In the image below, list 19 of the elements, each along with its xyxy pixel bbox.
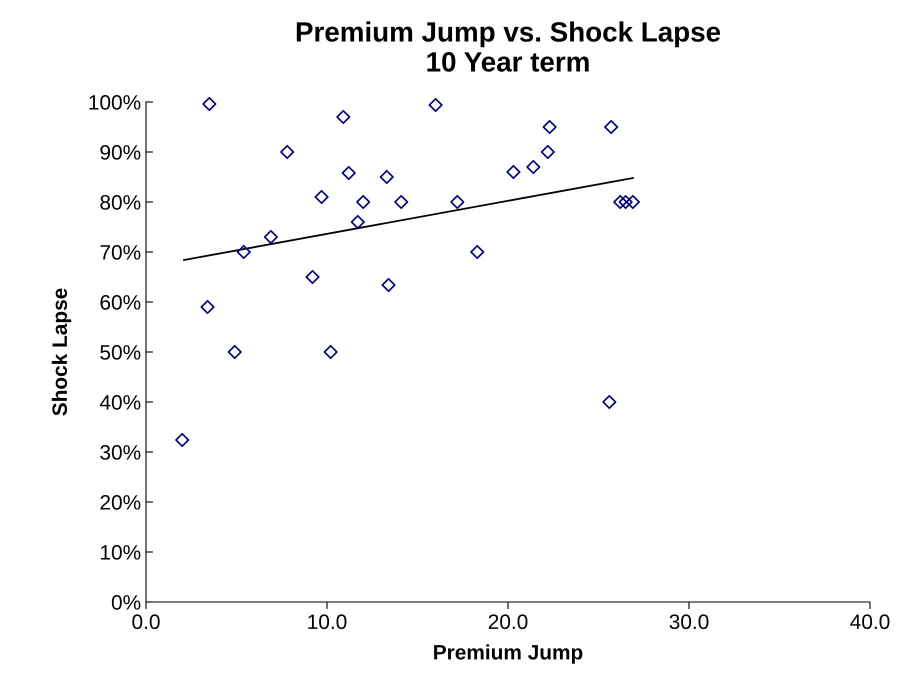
x-tick-label: 0.0 (132, 614, 160, 630)
y-tick-label: 40% (100, 395, 140, 410)
chart-title: Premium Jump vs. Shock Lapse 10 Year term (296, 21, 720, 72)
y-tick-label: 0% (112, 595, 140, 610)
y-tick-label: 60% (100, 295, 140, 310)
x-tick-label: 10.0 (308, 614, 346, 630)
y-tick-label: 10% (101, 545, 140, 560)
y-tick-label: 100% (89, 95, 140, 110)
x-axis-title: Premium Jump (434, 644, 582, 664)
y-tick-label: 20% (100, 495, 140, 510)
y-tick-label: 90% (100, 145, 140, 160)
y-tick-label: 30% (100, 445, 140, 460)
x-tick-label: 30.0 (670, 614, 708, 630)
y-tick-label: 80% (100, 195, 140, 210)
x-tick-label: 40.0 (850, 614, 890, 630)
x-tick-label: 20.0 (488, 614, 528, 630)
y-tick-label: 50% (100, 345, 140, 360)
y-axis-title: Shock Lapse (52, 288, 72, 416)
y-tick-label: 70% (100, 245, 140, 260)
